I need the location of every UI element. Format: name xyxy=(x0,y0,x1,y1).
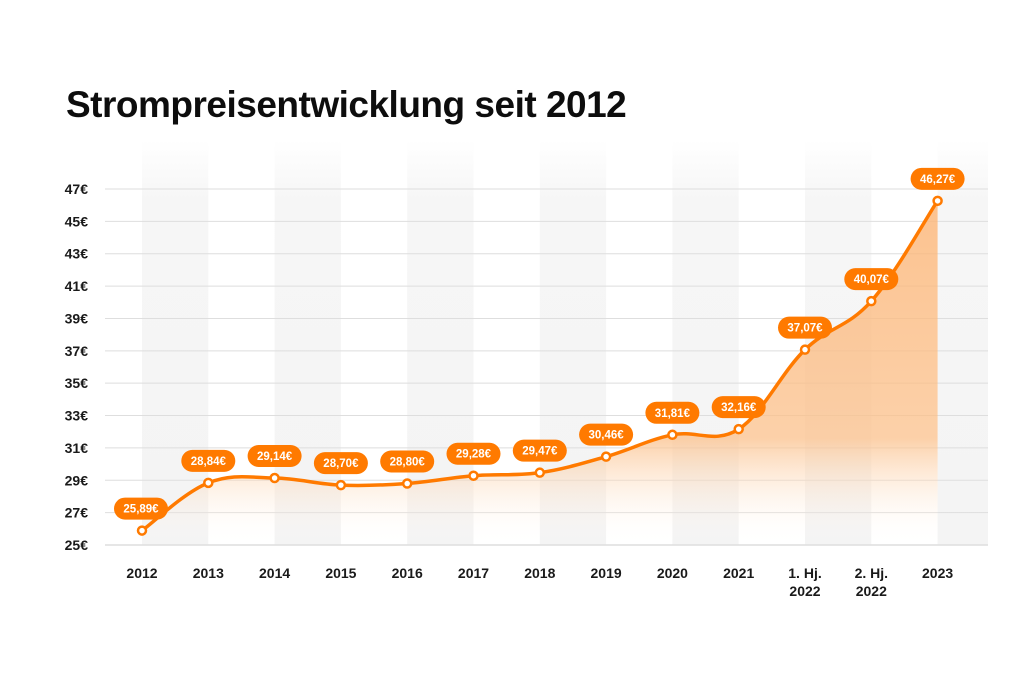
data-label-pill xyxy=(579,423,634,446)
data-point xyxy=(600,451,612,462)
y-tick-label: 41€ xyxy=(65,278,89,294)
data-label: 30,46€ xyxy=(589,430,625,442)
x-tick-label: 2017 xyxy=(458,565,489,581)
data-point xyxy=(269,472,280,484)
x-tick-label: 2020 xyxy=(657,565,688,581)
data-point xyxy=(136,525,148,536)
y-tick-label: 37€ xyxy=(65,343,89,359)
data-label: 29,47€ xyxy=(522,446,558,458)
data-label-pill xyxy=(313,452,368,475)
data-point xyxy=(203,477,214,489)
data-label: 29,14€ xyxy=(257,451,293,463)
x-tick-label: 1. Hj. 2022 xyxy=(788,565,821,599)
data-label-pill xyxy=(910,167,965,190)
chart-title: Strompreisentwicklung seit 2012 xyxy=(66,84,627,125)
x-tick-label: 2018 xyxy=(524,565,555,581)
x-tick-label: 2015 xyxy=(325,565,356,581)
background-band xyxy=(937,140,988,545)
y-tick-label: 31€ xyxy=(65,440,89,456)
data-label-pill xyxy=(645,401,700,424)
data-label-pill xyxy=(380,450,435,473)
y-tick-label: 45€ xyxy=(65,213,89,229)
y-tick-label: 43€ xyxy=(65,246,89,262)
data-point xyxy=(335,479,347,491)
x-tick-label: 2. Hj. 2022 xyxy=(855,565,888,599)
data-label-pill xyxy=(778,316,832,339)
data-label-pill xyxy=(446,442,501,465)
x-tick-label: 2012 xyxy=(126,565,157,581)
data-point xyxy=(799,344,811,355)
x-tick-label: 2021 xyxy=(723,565,754,581)
data-label-pill xyxy=(181,449,236,472)
data-label: 28,70€ xyxy=(323,458,359,470)
data-label: 28,84€ xyxy=(191,456,227,468)
data-label: 28,80€ xyxy=(390,457,426,469)
data-point xyxy=(733,423,744,435)
data-label: 46,27€ xyxy=(920,174,956,186)
data-label-pill xyxy=(114,497,168,520)
data-label: 37,07€ xyxy=(787,323,823,335)
area-fill xyxy=(142,200,938,545)
data-label-pill xyxy=(512,439,567,462)
y-tick-label: 25€ xyxy=(65,537,89,553)
x-tick-label: 2016 xyxy=(392,565,423,581)
x-tick-label: 2013 xyxy=(193,565,224,581)
y-tick-label: 29€ xyxy=(65,472,89,488)
data-point xyxy=(667,429,678,441)
data-point xyxy=(534,467,546,478)
data-label: 31,81€ xyxy=(655,408,691,420)
data-label: 32,16€ xyxy=(721,402,757,414)
data-point xyxy=(468,470,479,481)
data-label: 29,28€ xyxy=(456,449,492,461)
y-tick-label: 27€ xyxy=(65,505,89,521)
data-label-pill xyxy=(247,445,302,468)
data-point xyxy=(932,195,943,207)
data-label-pill xyxy=(844,268,899,291)
x-tick-label: 2019 xyxy=(591,565,622,581)
y-tick-label: 33€ xyxy=(65,408,89,424)
y-tick-label: 35€ xyxy=(65,375,89,391)
x-tick-label: 2023 xyxy=(922,565,953,581)
y-tick-label: 39€ xyxy=(65,310,89,326)
y-tick-label: 47€ xyxy=(65,181,89,197)
data-point xyxy=(866,295,877,307)
data-label-pill xyxy=(711,396,766,419)
x-tick-label: 2014 xyxy=(259,565,290,581)
data-label: 25,89€ xyxy=(123,504,159,516)
background-band xyxy=(142,140,209,545)
data-label: 40,07€ xyxy=(854,274,890,286)
data-point xyxy=(401,478,413,489)
